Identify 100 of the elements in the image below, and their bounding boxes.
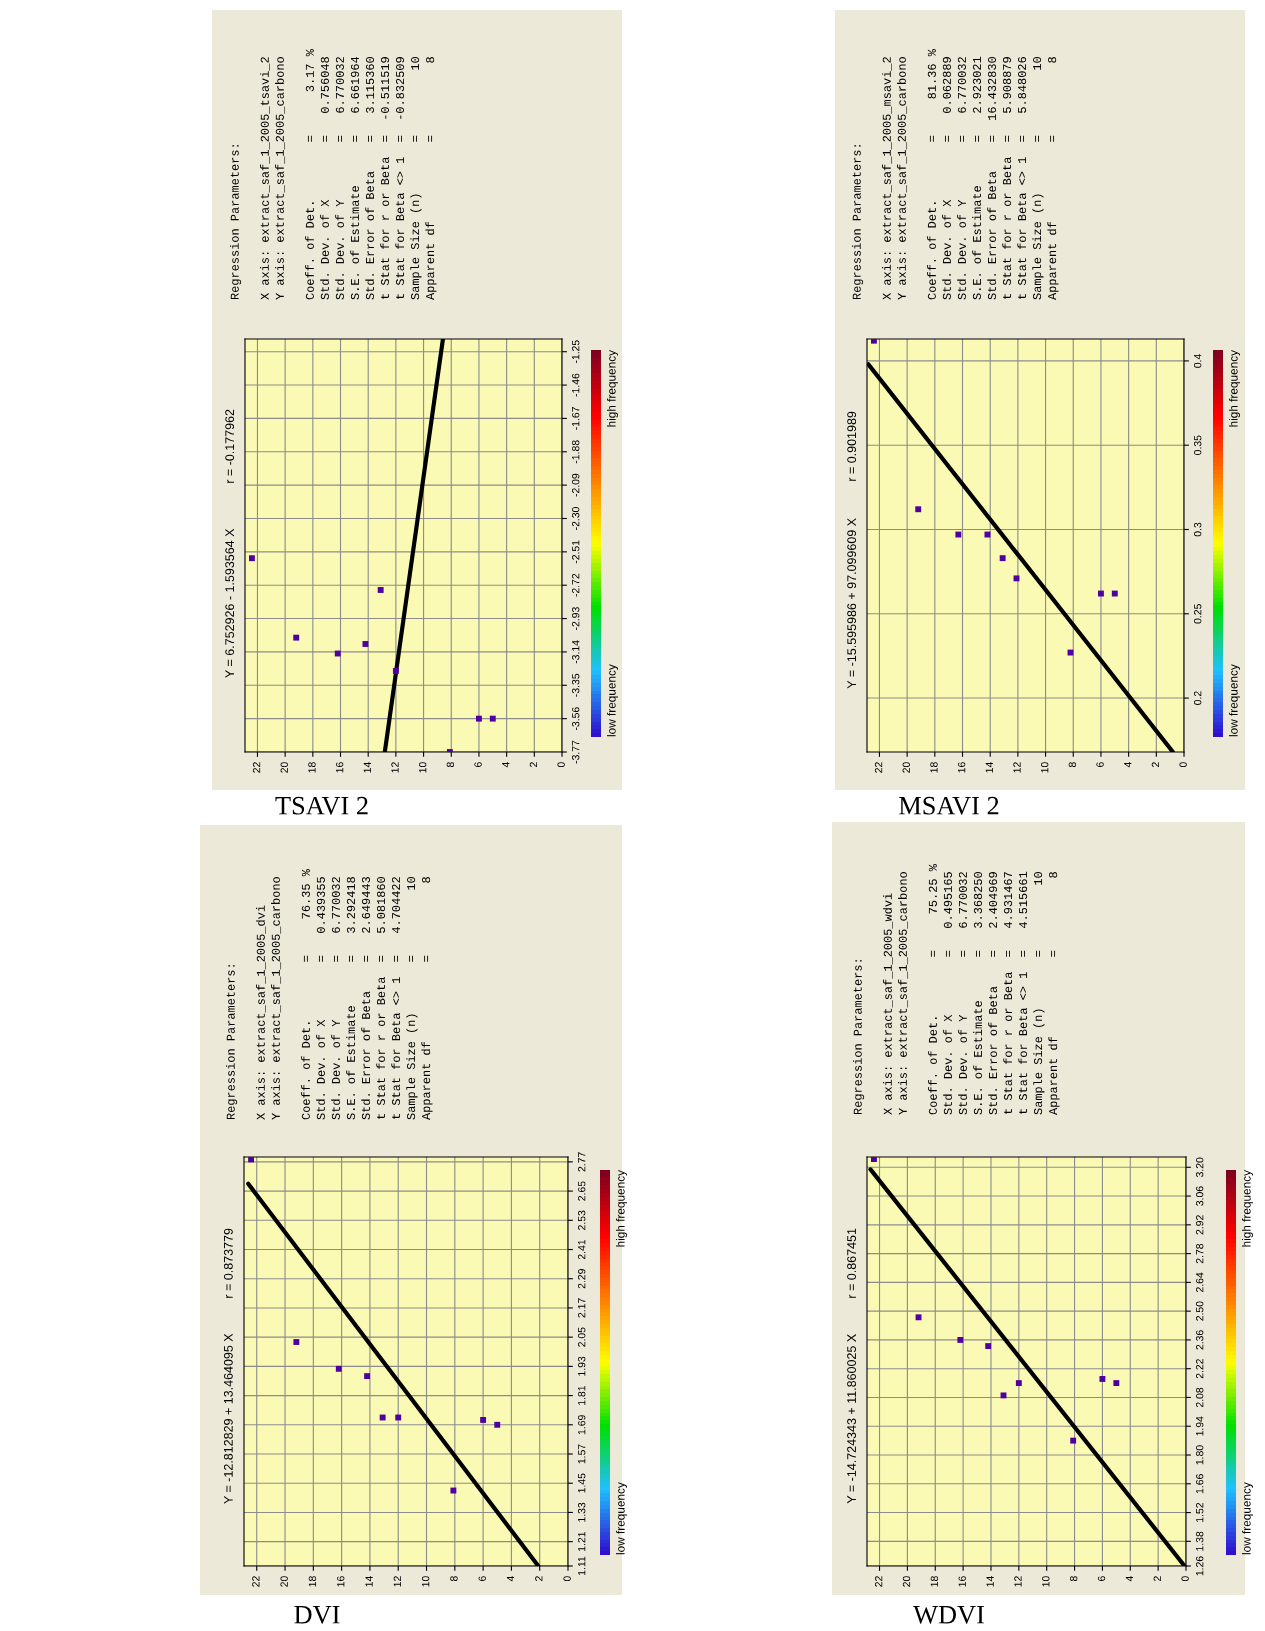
y-tick-label: 2.22 xyxy=(1196,1359,1204,1379)
x-tick-label: 2 xyxy=(529,762,538,767)
x-tick-label: 16 xyxy=(335,762,344,773)
point xyxy=(480,1416,487,1423)
y-tick-label: 1.11 xyxy=(578,1556,586,1575)
text: Regression Parameters: X axis: extract_saf_1_2005_msavi_2 Y axis: extract_saf_1_2005_carbono Coeff. of Det. = 81.36 % Std. Dev. of X = 0.062889 Std. Dev. of Y = 6.770032 S.E. of Estimate = 2.923021 Std. Error of Beta = 16.432830 t Stat for r or Beta = 5.908879 t Stat for Beta <> 1 = 5.848026 Sample Size (n) = 10 Apparent df = 8 xyxy=(852,49,1059,300)
x-tick-label: 10 xyxy=(1042,1576,1050,1587)
x-tick-label: 14 xyxy=(363,762,371,773)
y-tick-label: 1.33 xyxy=(578,1502,586,1522)
x-tick-label: 0 xyxy=(557,762,565,768)
text: high frequency xyxy=(616,1170,628,1247)
y-tick-label: 3.06 xyxy=(1196,1186,1204,1206)
point xyxy=(1113,1380,1120,1387)
y-tick-label: 1.38 xyxy=(1196,1531,1204,1551)
text: Y = -14.724343 + 11.860025 X xyxy=(847,1334,856,1504)
x-tick-label: 0 xyxy=(563,1576,571,1582)
x-tick-label: 12 xyxy=(1013,762,1021,773)
point xyxy=(915,506,922,513)
y-tick-label: 2.92 xyxy=(1196,1215,1204,1235)
y-tick-label: -3.56 xyxy=(572,707,580,731)
text: high frequency xyxy=(1229,350,1241,427)
point xyxy=(985,1343,992,1350)
point xyxy=(248,1157,255,1163)
x-tick-label: 12 xyxy=(391,762,399,773)
y-tick-label: 2.77 xyxy=(578,1152,586,1172)
text: low frequency xyxy=(607,664,619,737)
y-tick-label: -2.72 xyxy=(572,573,580,597)
point xyxy=(248,555,255,562)
x-tick-label: 14 xyxy=(365,1576,373,1587)
text: r = 0.873779 xyxy=(223,1228,233,1298)
point xyxy=(1070,1437,1077,1444)
x-tick-label: 8 xyxy=(446,762,455,768)
y-tick-label: 0.3 xyxy=(1194,522,1202,537)
y-tick-label: 0.2 xyxy=(1194,691,1202,705)
point xyxy=(293,634,300,641)
y-tick-label: 2.53 xyxy=(578,1210,586,1230)
y-tick-label: 2.17 xyxy=(578,1298,586,1318)
x-tick-label: 0 xyxy=(1179,762,1187,768)
y-tick-label: 1.94 xyxy=(1196,1416,1204,1436)
point xyxy=(494,1421,501,1428)
y-tick-label: -2.30 xyxy=(572,507,580,530)
point xyxy=(1015,1380,1022,1387)
point xyxy=(335,1365,342,1372)
x-tick-label: 16 xyxy=(957,762,966,773)
x-tick-label: 4 xyxy=(1125,1576,1133,1582)
y-tick-label: 1.93 xyxy=(578,1356,586,1376)
x-tick-label: 6 xyxy=(1096,762,1104,767)
y-tick-label: 1.26 xyxy=(1196,1556,1204,1576)
point xyxy=(870,339,877,344)
y-tick-label: 1.52 xyxy=(1196,1502,1204,1522)
x-tick-label: 22 xyxy=(252,1576,260,1587)
y-tick-label: 2.29 xyxy=(578,1269,586,1289)
x-tick-label: 18 xyxy=(308,1576,317,1587)
point xyxy=(489,715,496,722)
y-tick-label: -2.93 xyxy=(572,607,580,630)
y-tick-label: 0.25 xyxy=(1194,604,1202,624)
x-tick-label: 22 xyxy=(874,1576,883,1587)
y-tick-label: -1.46 xyxy=(572,373,580,397)
x-tick-label: 6 xyxy=(478,1576,486,1581)
x-tick-label: 16 xyxy=(337,1576,345,1587)
x-tick-label: 6 xyxy=(1097,1576,1106,1581)
x-tick-label: 18 xyxy=(930,762,938,773)
x-tick-label: 20 xyxy=(902,762,910,773)
y-tick-label: 2.78 xyxy=(1196,1243,1204,1264)
y-tick-label: 0.4 xyxy=(1194,353,1202,368)
point xyxy=(377,587,384,593)
point xyxy=(999,555,1006,562)
x-tick-label: 20 xyxy=(280,1576,288,1587)
point xyxy=(293,1339,300,1345)
text: low frequency xyxy=(616,1482,628,1555)
point xyxy=(1099,1376,1106,1382)
x-tick-label: 8 xyxy=(1068,762,1077,768)
text: Regression Parameters: X axis: extract_saf_1_2005_tsavi_2 Y axis: extract_saf_1_2005_carbono Coeff. of Det. = 3.17 % Std. Dev. of X = 0.756048 Std. Dev. of Y = 6.770032 S.E. of Estimate = 6.661964 Std. Error of Beta = 3.115360 t Stat for r or Beta = -0.511519 t Stat for Beta <> 1 = -0.832509 Sample Size (n) = 10 Apparent df = 8 xyxy=(230,49,437,300)
y-tick-label: 1.66 xyxy=(1196,1474,1204,1494)
text: r = 0.901989 xyxy=(847,411,857,481)
x-tick-label: 18 xyxy=(308,762,316,773)
text: TSAVI 2 xyxy=(275,796,368,815)
point xyxy=(871,1157,877,1162)
y-tick-label: -1.25 xyxy=(572,340,580,364)
y-tick-label: -1.67 xyxy=(572,407,580,430)
text: Y = -12.812829 + 13.464095 X xyxy=(223,1333,233,1504)
x-tick-label: 2 xyxy=(1153,1576,1161,1581)
x-tick-label: 8 xyxy=(450,1576,458,1582)
y-tick-label: 2.65 xyxy=(578,1181,586,1201)
x-tick-label: 14 xyxy=(985,762,993,773)
text: Y = -15.595986 + 97.099609 X xyxy=(847,518,857,689)
point xyxy=(476,715,482,722)
y-tick-label: 1.81 xyxy=(578,1385,586,1405)
text: DVI xyxy=(294,1606,340,1624)
x-tick-label: 18 xyxy=(930,1576,939,1587)
x-tick-label: 14 xyxy=(986,1576,994,1587)
x-tick-label: 12 xyxy=(393,1576,401,1587)
text: Y = 6.752926 - 1.593564 X xyxy=(225,528,235,678)
text: r = 0.867451 xyxy=(847,1228,856,1298)
x-tick-label: 20 xyxy=(902,1576,911,1587)
text: Regression Parameters: X axis: extract_saf_1_2005_wdvi Y axis: extract_saf_1_2005_carbono Coeff. of Det. = 75.25 % Std. Dev. of X = 0.495165 Std. Dev. of Y = 6.770032 S.E. of Estimate = 3.368250 Std. Error of Beta = 2.404969 t Stat for r or Beta = 4.931467 t Stat for Beta <> 1 = 4.515661 Sample Size (n) = 10 Apparent df = 8 xyxy=(853,864,1060,1115)
x-tick-label: 22 xyxy=(874,762,883,773)
text: WDVI xyxy=(913,1606,984,1624)
x-tick-label: 2 xyxy=(1151,762,1160,767)
x-tick-label: 4 xyxy=(1124,762,1132,768)
